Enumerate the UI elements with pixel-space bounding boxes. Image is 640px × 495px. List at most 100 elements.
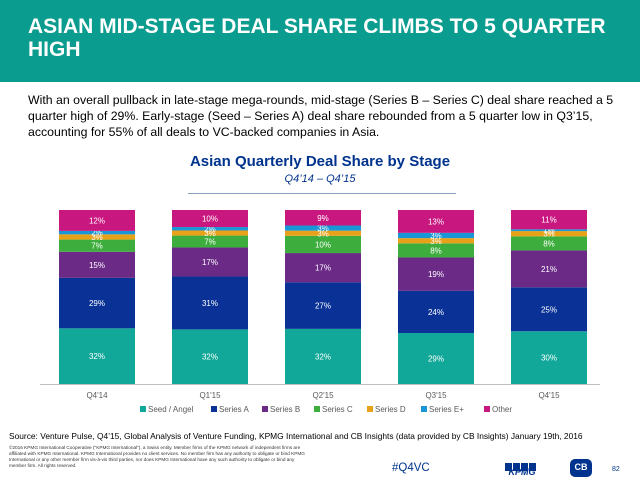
data-label-series-b: 15% [89, 261, 105, 270]
data-label-other: 13% [428, 217, 444, 226]
bar-segment-series-a [511, 287, 587, 332]
title-divider [188, 193, 456, 194]
data-label-other: 12% [89, 216, 105, 225]
data-label-series-d: 3% [317, 229, 329, 238]
page-number: 82 [612, 466, 620, 473]
bar-segment-series-d [285, 230, 361, 236]
source-note: Source: Venture Pulse, Q4’15, Global Ana… [9, 431, 583, 441]
legend-label-series-d: Series D [375, 405, 406, 414]
bar-segment-series-e [511, 229, 587, 232]
bar-segment-seed-angel [398, 333, 474, 384]
data-label-series-b: 19% [428, 270, 444, 279]
bar-segment-series-c [285, 235, 361, 254]
kpmg-logo: KPMG [502, 458, 542, 480]
data-label-series-e: 1% [543, 226, 555, 235]
data-label-series-a: 27% [315, 302, 331, 311]
bar-segment-series-d [511, 231, 587, 237]
data-label-series-c: 8% [543, 239, 555, 248]
data-label-series-c: 7% [91, 242, 103, 251]
bar-segment-series-a [59, 277, 135, 329]
legend-swatch-series-e [421, 406, 427, 412]
bar-segment-series-c [172, 235, 248, 248]
x-tick-label: Q1'15 [199, 391, 221, 400]
data-label-series-a: 31% [202, 299, 218, 308]
legend-label-seed-angel: Seed / Angel [148, 405, 194, 414]
legend-label-other: Other [492, 405, 512, 414]
legend-label-series-a: Series A [219, 405, 249, 414]
data-label-series-d: 3% [91, 233, 103, 242]
copyright-fine-print: ©2016 KPMG International Cooperative ("K… [9, 445, 305, 469]
bar-segment-series-d [172, 230, 248, 236]
chart-subtitle: Q4’14 – Q4’15 [284, 173, 356, 185]
data-label-series-d: 3% [204, 229, 216, 238]
stacked-bar-chart: 32%29%15%7%3%2%12%Q4'1432%31%17%7%3%2%10… [40, 210, 600, 414]
x-tick-label: Q4'15 [538, 391, 560, 400]
bar-segment-series-a [172, 276, 248, 330]
legend-swatch-series-d [367, 406, 373, 412]
bar-segment-other [285, 210, 361, 226]
bar-segment-series-e [59, 230, 135, 235]
kpmg-logo-boxes [505, 458, 537, 476]
data-label-seed-angel: 29% [428, 355, 444, 364]
data-label-series-e: 2% [91, 229, 103, 238]
data-label-series-c: 10% [315, 240, 331, 249]
x-tick-label: Q2'15 [312, 391, 334, 400]
data-label-other: 10% [202, 215, 218, 224]
data-label-series-e: 3% [317, 224, 329, 233]
legend-swatch-other [484, 406, 490, 412]
bar-segment-other [511, 210, 587, 230]
bar-segment-seed-angel [511, 331, 587, 384]
legend-swatch-series-c [314, 406, 320, 412]
bar-segment-seed-angel [59, 328, 135, 384]
chart-title: Asian Quarterly Deal Share by Stage [189, 153, 451, 170]
legend-swatch-series-a [211, 406, 217, 412]
bar-segment-series-e [285, 225, 361, 231]
x-tick-label: Q4'14 [86, 391, 108, 400]
bar-segment-series-c [511, 236, 587, 251]
bar-segment-series-a [285, 282, 361, 329]
kpmg-logo-text: KPMG [508, 467, 536, 477]
bar-segment-series-b [172, 247, 248, 277]
bar-segment-series-d [398, 238, 474, 244]
bar-segment-series-c [59, 239, 135, 252]
bar-segment-seed-angel [172, 329, 248, 384]
data-label-series-b: 17% [315, 264, 331, 273]
bar-segment-series-e [172, 227, 248, 231]
page-title: ASIAN MID-STAGE DEAL SHARE CLIMBS TO 5 Q… [28, 15, 606, 61]
data-label-series-b: 17% [202, 258, 218, 267]
data-label-series-b: 21% [541, 265, 557, 274]
data-label-series-a: 24% [428, 308, 444, 317]
data-label-series-e: 2% [204, 225, 216, 234]
bar-segment-series-b [59, 251, 135, 278]
data-label-other: 9% [317, 214, 329, 223]
data-label-seed-angel: 32% [315, 352, 331, 361]
data-label-seed-angel: 32% [202, 353, 218, 362]
data-label-other: 11% [541, 216, 556, 225]
hashtag: #Q4VC [392, 462, 430, 474]
data-label-series-d: 3% [430, 237, 442, 246]
bar-segment-series-b [398, 257, 474, 291]
header-banner: ASIAN MID-STAGE DEAL SHARE CLIMBS TO 5 Q… [0, 0, 640, 82]
data-label-series-c: 8% [430, 246, 442, 255]
bar-segment-series-c [398, 243, 474, 258]
cb-logo-text: CB [574, 462, 588, 472]
intro-paragraph: With an overall pullback in late-stage m… [28, 93, 614, 139]
data-label-seed-angel: 30% [541, 354, 557, 363]
data-label-series-c: 7% [204, 238, 216, 247]
legend-label-series-e: Series E+ [429, 405, 464, 414]
data-label-series-d: 3% [543, 230, 555, 239]
bar-segment-other [398, 210, 474, 233]
data-label-seed-angel: 32% [89, 352, 105, 361]
bar-segment-series-b [285, 253, 361, 283]
bar-segment-series-e [398, 232, 474, 239]
bar-segment-other [172, 210, 248, 228]
bar-segment-seed-angel [285, 328, 361, 384]
bar-segment-series-d [59, 234, 135, 240]
bar-segment-series-b [511, 250, 587, 288]
cb-insights-logo: CB [570, 459, 592, 477]
data-label-series-a: 25% [541, 305, 557, 314]
x-tick-label: Q3'15 [425, 391, 447, 400]
data-label-series-e: 3% [430, 231, 442, 240]
bar-segment-series-a [398, 290, 474, 334]
legend-label-series-b: Series B [270, 405, 300, 414]
